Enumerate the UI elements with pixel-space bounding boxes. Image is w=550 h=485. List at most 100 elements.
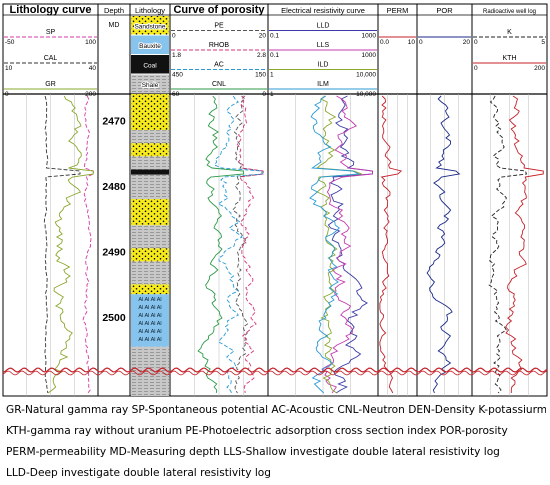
curve-k: [488, 95, 528, 394]
caption-line-2: KTH-gamma ray without uranium PE-Photoel…: [6, 425, 508, 437]
curve-name-CAL: CAL: [44, 55, 58, 62]
curve-lld: [327, 95, 373, 394]
curve-sp: [82, 95, 94, 394]
curve-name-K: K: [507, 29, 512, 36]
curve-min: 0: [5, 91, 9, 98]
legend-swatch-coal: [131, 55, 169, 74]
curve-max: 10,000: [356, 72, 376, 79]
curve-gr: [47, 95, 94, 394]
bauxite-symbol: Al Al Al Al: [138, 329, 161, 335]
legend-swatch-shale: [131, 74, 169, 93]
lithology-bed-sandstone: [131, 284, 169, 295]
curve-min: 0: [172, 33, 176, 40]
curve-max: 100: [85, 39, 96, 46]
curve-min: 60: [172, 91, 180, 98]
legend-label-coal: Coal: [143, 62, 157, 69]
depth-unit: MD: [109, 22, 120, 29]
curve-max: 1000: [362, 52, 377, 59]
curve-min: 1: [270, 72, 274, 79]
section-break-line: [2, 367, 548, 373]
track-title-6: POR: [436, 6, 453, 15]
lithology-bed-sandstone: [131, 94, 169, 131]
curve-ac: [213, 95, 263, 394]
lithology-bed-shale: [131, 174, 169, 200]
track-title-3: Curve of porosity: [173, 4, 265, 16]
track-title-0: Lithology curve: [10, 4, 92, 16]
curve-cal: [43, 95, 81, 394]
curve-lls: [321, 95, 373, 394]
curve-min: 10: [5, 65, 13, 72]
curve-max: 5: [541, 39, 545, 46]
lithology-bed-shale: [131, 261, 169, 285]
curve-max: 200: [85, 91, 96, 98]
caption-line-4: LLD-Deep investigate double lateral resi…: [6, 467, 271, 479]
lithology-bed-coal: [131, 169, 169, 175]
track-title-5: PERM: [387, 6, 409, 15]
curve-name-KTH: KTH: [503, 55, 517, 62]
curve-rhob: [236, 95, 264, 394]
curve-max: 20: [259, 33, 267, 40]
curve-name-ILM: ILM: [317, 81, 329, 88]
section-break-line: [2, 370, 548, 376]
track-title-4: Electrical resistivity curve: [281, 6, 365, 15]
curve-name-RHOB: RHOB: [209, 42, 230, 49]
legend-swatch-sandstone: [131, 16, 169, 35]
curve-min: 0: [474, 39, 478, 46]
curve-max: 0: [262, 91, 266, 98]
depth-tick-2470: 2470: [102, 115, 126, 127]
curve-pe: [232, 95, 264, 394]
curve-name-PE: PE: [214, 23, 224, 30]
track-title-7: Radioactive well log: [483, 9, 536, 15]
lithology-bed-shale: [131, 346, 169, 396]
lithology-bed-shale: [131, 225, 169, 249]
lithology-bed-shale: [131, 156, 169, 170]
bauxite-symbol: Al Al Al Al: [138, 313, 161, 319]
curve-max: 10: [408, 39, 416, 46]
lithology-bed-sandstone: [131, 199, 169, 226]
curve-ild: [315, 95, 362, 394]
curve-max: 150: [255, 72, 266, 79]
curve-min: 0.1: [270, 33, 279, 40]
lithology-bed-sandstone: [131, 143, 169, 157]
bauxite-symbol: Al Al Al Al: [138, 305, 161, 311]
curve-name-GR: GR: [45, 81, 56, 88]
curve-min: 1: [270, 91, 274, 98]
curve-max: 200: [534, 65, 545, 72]
curve-max: 2.8: [257, 52, 266, 59]
curve-cnl: [197, 95, 245, 394]
legend-swatch-bauxite: [131, 35, 169, 54]
curve-kth: [505, 95, 544, 393]
curve-max: 10,000: [356, 91, 376, 98]
curve-max: 20: [463, 39, 471, 46]
curve-max: 40: [89, 65, 97, 72]
curve-perm: [379, 95, 403, 394]
caption-line-1: GR-Natural gamma ray SP-Spontaneous pote…: [6, 404, 546, 416]
depth-tick-2490: 2490: [102, 247, 126, 259]
legend-label-bauxite: Bauxite: [139, 43, 161, 50]
curve-min: 1.8: [172, 52, 181, 59]
curve-name-AC: AC: [214, 62, 224, 69]
bauxite-symbol: Al Al Al Al: [138, 321, 161, 327]
curve-min: -50: [5, 39, 15, 46]
curve-min: 0.1: [270, 52, 279, 59]
track-title-1: Depth: [104, 6, 124, 15]
curve-name-LLD: LLD: [317, 23, 330, 30]
track-title-2: Lithology: [135, 6, 165, 15]
legend-label-shale: Shale: [142, 82, 159, 89]
bauxite-symbol: Al Al Al Al: [138, 337, 161, 343]
curve-name-ILD: ILD: [318, 62, 329, 69]
depth-tick-2500: 2500: [102, 312, 126, 324]
curve-min: 0: [474, 65, 478, 72]
curve-max: 1000: [362, 33, 377, 40]
curve-por: [426, 95, 461, 394]
depth-tick-2480: 2480: [102, 181, 126, 193]
curve-min: 0.0: [380, 39, 389, 46]
lithology-bed-bauxite: [131, 294, 169, 347]
curve-ilm: [309, 95, 361, 394]
track-border-1: [97, 3, 131, 397]
curve-name-LLS: LLS: [317, 42, 330, 49]
legend-label-sandstone: Sandstone: [134, 23, 165, 30]
abbreviation-caption: GR-Natural gamma ray SP-Spontaneous pote…: [6, 400, 546, 484]
curve-name-CNL: CNL: [212, 81, 226, 88]
